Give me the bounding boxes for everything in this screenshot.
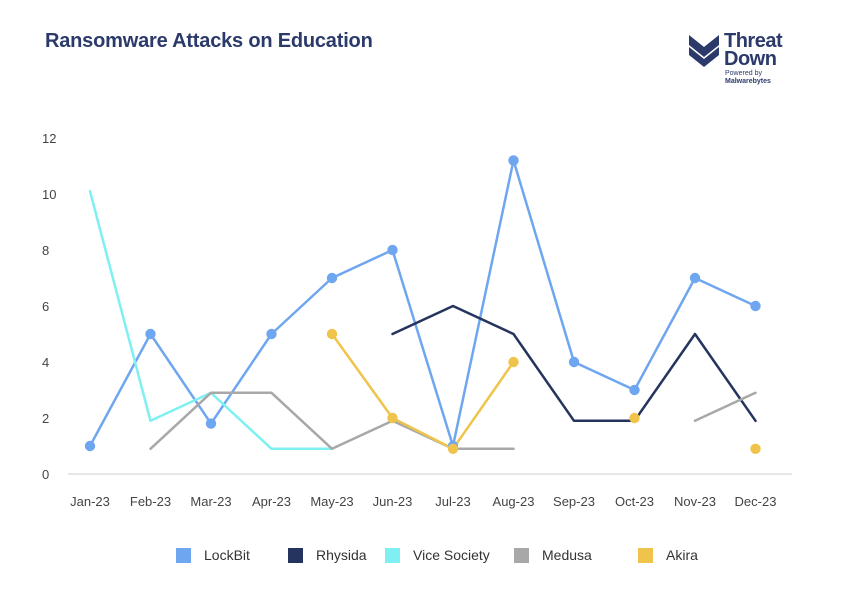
y-tick-label: 4 <box>42 355 49 370</box>
legend-label: Medusa <box>542 547 592 563</box>
legend-item-rhysida: Rhysida <box>288 543 367 567</box>
data-point-lockbit <box>689 272 701 284</box>
legend-swatch <box>288 547 303 563</box>
x-tick-label: Sep-23 <box>553 494 595 509</box>
data-point-akira <box>750 443 761 454</box>
threatdown-logo: Threat Down Powered by Malwarebytes <box>688 31 798 91</box>
legend-label: Vice Society <box>413 547 490 563</box>
series-line-medusa <box>693 391 757 423</box>
legend-swatch <box>385 547 400 563</box>
x-tick-label: Dec-23 <box>735 494 777 509</box>
x-tick-label: Jul-23 <box>435 494 470 509</box>
legend-item-vice-society: Vice Society <box>385 543 490 567</box>
legend-item-akira: Akira <box>638 543 698 567</box>
chart-legend: LockBit Rhysida Vice Society Medusa Akira <box>0 543 856 567</box>
y-tick-label: 8 <box>42 243 49 258</box>
data-point-lockbit <box>387 244 398 256</box>
data-point-lockbit <box>629 384 640 396</box>
data-point-lockbit <box>568 356 580 368</box>
logo-text-malwarebytes: Malwarebytes <box>725 78 771 85</box>
data-point-akira <box>508 356 519 368</box>
threatdown-chevron-icon <box>689 35 719 67</box>
chart-title: Ransomware Attacks on Education <box>45 30 373 52</box>
data-point-lockbit <box>145 328 156 340</box>
series-line-akira <box>330 332 515 451</box>
x-tick-label: Jan-23 <box>70 494 110 509</box>
legend-swatch <box>176 547 191 563</box>
data-point-lockbit <box>266 328 277 340</box>
logo-text-powered-by: Powered by <box>725 70 762 77</box>
legend-label: LockBit <box>204 547 250 563</box>
data-point-akira <box>447 443 459 454</box>
x-tick-label: May-23 <box>310 494 353 509</box>
series-line-vice-society <box>88 189 334 451</box>
data-point-akira <box>387 412 398 424</box>
data-point-akira <box>326 328 338 340</box>
y-tick-label: 6 <box>42 299 49 314</box>
legend-swatch <box>638 547 653 563</box>
data-point-lockbit <box>750 300 761 312</box>
x-tick-label: Aug-23 <box>493 494 535 509</box>
legend-label: Rhysida <box>316 547 367 563</box>
data-point-lockbit <box>326 272 338 284</box>
legend-item-lockbit: LockBit <box>176 543 250 567</box>
data-point-lockbit <box>84 440 96 452</box>
data-point-lockbit <box>205 418 217 429</box>
legend-item-medusa: Medusa <box>514 543 592 567</box>
logo-text-threat: Threat <box>724 30 783 52</box>
x-tick-label: Jun-23 <box>373 494 413 509</box>
y-tick-label: 12 <box>42 131 56 146</box>
x-tick-label: Nov-23 <box>674 494 716 509</box>
y-tick-label: 0 <box>42 467 49 482</box>
data-point-akira <box>629 412 640 424</box>
logo-text-down: Down <box>724 48 777 70</box>
y-tick-label: 10 <box>42 187 56 202</box>
x-tick-label: Feb-23 <box>130 494 171 509</box>
data-point-lockbit <box>508 155 519 166</box>
series-line-lockbit <box>88 159 757 448</box>
x-tick-label: Apr-23 <box>252 494 291 509</box>
legend-swatch <box>514 547 529 563</box>
y-tick-label: 2 <box>42 411 49 426</box>
legend-label: Akira <box>666 547 698 563</box>
series-line-rhysida <box>391 304 757 423</box>
x-tick-label: Oct-23 <box>615 494 654 509</box>
x-tick-label: Mar-23 <box>190 494 231 509</box>
